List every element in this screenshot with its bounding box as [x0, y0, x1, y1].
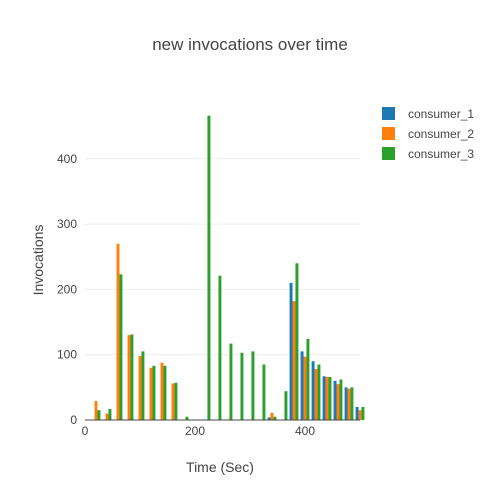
- bar-consumer_1-340: [267, 417, 271, 420]
- x-tick-label: 0: [82, 424, 89, 438]
- bar-consumer_3-380: [295, 263, 299, 420]
- bar-consumer_3-80: [130, 334, 134, 420]
- legend: consumer_1 consumer_2 consumer_3: [382, 107, 474, 161]
- bar-consumer_2-380: [292, 301, 296, 420]
- bar-consumer_3-500: [361, 406, 365, 420]
- chart-title: new invocations over time: [152, 35, 348, 54]
- bar-consumer_3-100: [141, 351, 145, 420]
- bar-consumer_2-480: [347, 388, 351, 420]
- bar-consumer_1-400: [300, 351, 304, 420]
- bar-consumer_1-500: [355, 406, 359, 420]
- bar-consumer_3-440: [328, 376, 332, 420]
- y-tick-label: 100: [57, 348, 77, 362]
- bar-consumer_3-460: [339, 379, 343, 420]
- x-axis-title: Time (Sec): [186, 459, 254, 475]
- bar-consumer_2-120: [149, 367, 153, 420]
- y-tick-label: 200: [57, 282, 77, 296]
- legend-swatch-consumer_1: [382, 107, 395, 120]
- x-tick-label: 400: [295, 424, 315, 438]
- x-tick-label: 200: [185, 424, 205, 438]
- bar-consumer_2-340: [270, 412, 274, 420]
- bar-consumer_1-440: [322, 376, 326, 420]
- bar-consumer_1-420: [311, 361, 315, 420]
- bar-consumer_3-160: [174, 382, 178, 420]
- y-tick-label: 0: [70, 413, 77, 427]
- y-tick-label: 300: [57, 217, 77, 231]
- y-axis-ticks: 0 100 200 300 400: [57, 152, 77, 427]
- bar-consumer_3-280: [240, 352, 244, 420]
- legend-swatch-consumer_2: [382, 127, 395, 140]
- y-axis-title: Invocations: [30, 225, 46, 296]
- bar-consumer_3-360: [284, 391, 288, 420]
- bar-consumer_3-40: [108, 408, 112, 420]
- bar-consumer_1-480: [344, 387, 348, 420]
- bar-consumer_2-140: [160, 362, 164, 420]
- bar-consumer_3-320: [262, 364, 266, 420]
- bar-consumer_2-460: [336, 384, 340, 420]
- bar-consumer_3-300: [251, 351, 255, 420]
- bar-consumer_3-180: [185, 416, 189, 420]
- bar-consumer_3-260: [229, 343, 233, 420]
- legend-label-consumer_2: consumer_2: [408, 127, 474, 141]
- legend-label-consumer_1: consumer_1: [408, 107, 474, 121]
- bar-consumer_2-160: [171, 383, 175, 420]
- bar-consumer_3-340: [273, 416, 277, 420]
- grid-lines: [85, 158, 360, 356]
- x-axis-ticks: 0 200 400: [82, 424, 316, 438]
- bar-consumer_2-20: [94, 401, 98, 420]
- bar-consumer_2-440: [325, 376, 329, 420]
- bar-consumer_3-140: [163, 365, 167, 420]
- bar-consumer_3-120: [152, 365, 156, 420]
- bar-consumer_2-500: [358, 410, 362, 420]
- bar-consumer_3-220: [207, 115, 211, 421]
- bar-consumer_3-400: [306, 339, 310, 420]
- bar-consumer_2-40: [105, 413, 109, 420]
- bar-consumer_3-420: [317, 364, 321, 420]
- bar-consumer_3-60: [119, 274, 123, 420]
- bar-consumer_2-60: [116, 243, 120, 420]
- bar-consumer_2-80: [127, 335, 131, 420]
- bar-consumer_2-400: [303, 356, 307, 420]
- bar-consumer_2-420: [314, 369, 318, 420]
- bar-consumer_3-240: [218, 275, 222, 420]
- legend-swatch-consumer_3: [382, 147, 395, 160]
- bar-consumer_3-20: [97, 410, 101, 420]
- legend-label-consumer_3: consumer_3: [408, 147, 474, 161]
- bars: [85, 115, 365, 421]
- bar-consumer_1-380: [289, 282, 293, 420]
- bar-consumer_1-460: [333, 380, 337, 420]
- bar-consumer_3-480: [350, 387, 354, 420]
- bar-consumer_2-100: [138, 356, 142, 420]
- y-tick-label: 400: [57, 152, 77, 166]
